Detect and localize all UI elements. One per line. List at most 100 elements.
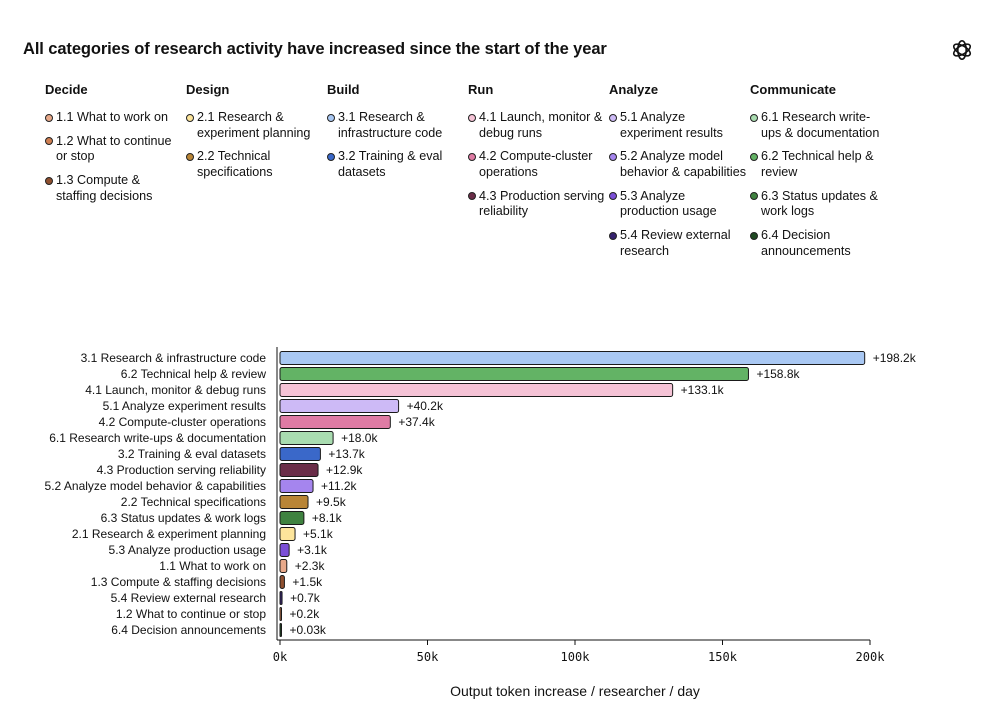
value-label: +11.2k <box>321 479 357 493</box>
legend-group-analyze: Analyze 5.1 Analyze experiment results 5.2… <box>609 82 747 268</box>
bar <box>279 463 319 477</box>
legend-group-title: Build <box>327 82 360 97</box>
legend-label: 5.1 Analyze experiment results <box>620 110 723 140</box>
value-label: +0.03k <box>290 623 327 637</box>
legend-group-title: Design <box>186 82 230 97</box>
legend-label: 6.2 Technical help & review <box>761 149 874 179</box>
legend-swatch <box>45 137 53 146</box>
legend-group-title: Decide <box>45 82 88 97</box>
legend-item: 4.2 Compute-cluster operations <box>468 149 606 180</box>
value-label: +8.1k <box>312 511 343 525</box>
legend-swatch <box>468 113 476 122</box>
legend-swatch <box>186 152 194 161</box>
bar <box>279 543 290 557</box>
legend-label: 4.3 Production serving reliability <box>479 188 605 219</box>
category-label: 1.3 Compute & staffing decisions <box>91 575 266 589</box>
legend-item: 1.1 What to work on <box>45 110 183 126</box>
value-label: +2.3k <box>295 559 326 573</box>
bar <box>279 559 288 573</box>
legend-label: 1.2 What to continue or stop <box>56 133 172 164</box>
category-label: 6.3 Status updates & work logs <box>101 511 266 525</box>
legend-swatch <box>45 176 53 185</box>
chart-title: All categories of research activity have… <box>23 40 607 58</box>
value-label: +3.1k <box>297 543 328 557</box>
legend-label: 6.1 Research write-ups & documentation <box>761 110 880 140</box>
legend-label: 6.4 Decision announcements <box>761 228 851 258</box>
legend-swatch <box>609 231 617 240</box>
legend-label: 5.3 Analyze production usage <box>620 188 717 219</box>
legend-group-run: Run 4.1 Launch, monitor & debug runs 4.2 C… <box>468 82 606 228</box>
legend-item: 2.2 Technical specifications <box>186 149 324 180</box>
category-label: 5.3 Analyze production usage <box>109 543 267 557</box>
bar-chart: 3.1 Research & infrastructure code +198.2… <box>45 347 917 699</box>
legend-group-title: Analyze <box>609 82 659 97</box>
legend-swatch <box>45 113 53 122</box>
category-label: 5.1 Analyze experiment results <box>103 399 266 413</box>
bar <box>279 415 391 429</box>
legend-label: 4.2 Compute-cluster operations <box>479 149 593 179</box>
category-label: 1.2 What to continue or stop <box>116 607 266 621</box>
legend-item: 6.3 Status updates & work logs <box>750 189 888 220</box>
legend-swatch <box>750 152 758 161</box>
legend-swatch <box>609 192 617 201</box>
bar <box>279 447 321 461</box>
legend-item: 3.2 Training & eval datasets <box>327 149 465 180</box>
legend-item: 5.1 Analyze experiment results <box>609 110 747 141</box>
bar <box>279 575 285 589</box>
bar <box>279 351 866 365</box>
legend-label: 6.3 Status updates & work logs <box>761 188 878 219</box>
category-label: 2.1 Research & experiment planning <box>72 527 266 541</box>
legend-item: 1.2 What to continue or stop <box>45 134 183 165</box>
legend-group-build: Build 3.1 Research & infrastructure code 3… <box>327 82 465 189</box>
value-label: +9.5k <box>316 495 347 509</box>
legend-group-design: Design 2.1 Research & experiment planning… <box>186 82 324 189</box>
legend-group-decide: Decide 1.1 What to work on 1.2 What to con… <box>45 82 183 213</box>
value-label: +37.4k <box>398 415 435 429</box>
legend-item: 5.3 Analyze production usage <box>609 189 747 220</box>
legend-swatch <box>327 152 335 161</box>
legend-item: 6.2 Technical help & review <box>750 149 888 180</box>
legend-item: 3.1 Research & infrastructure code <box>327 110 465 141</box>
openai-logo-icon <box>952 40 972 60</box>
legend-item: 6.1 Research write-ups & documentation <box>750 110 888 141</box>
value-label: +0.2k <box>290 607 321 621</box>
category-label: 4.3 Production serving reliability <box>97 463 266 477</box>
legend-swatch <box>609 113 617 122</box>
legend-swatch <box>750 231 758 240</box>
bar <box>279 399 400 413</box>
legend-group-communicate: Communicate 6.1 Research write-ups & docu… <box>750 82 888 268</box>
legend-label: 2.1 Research & experiment planning <box>197 110 311 140</box>
bar <box>279 527 296 541</box>
bar <box>279 495 309 509</box>
x-tick-label: 0k <box>273 650 288 664</box>
category-label: 4.2 Compute-cluster operations <box>99 415 266 429</box>
value-label: +133.1k <box>681 383 725 397</box>
x-tick-label: 100k <box>561 650 591 664</box>
legend-swatch <box>186 113 194 122</box>
legend-swatch <box>468 152 476 161</box>
bar <box>279 383 674 397</box>
value-label: +5.1k <box>303 527 334 541</box>
legend-item: 2.1 Research & experiment planning <box>186 110 324 141</box>
category-label: 5.2 Analyze model behavior & capabilitie… <box>45 479 266 493</box>
legend-label: 4.1 Launch, monitor & debug runs <box>479 110 603 140</box>
legend-item: 6.4 Decision announcements <box>750 228 888 259</box>
legend-item: 1.3 Compute & staffing decisions <box>45 173 183 204</box>
category-label: 4.1 Launch, monitor & debug runs <box>85 383 266 397</box>
value-label: +13.7k <box>328 447 365 461</box>
value-label: +0.7k <box>290 591 321 605</box>
bar <box>279 591 283 605</box>
x-tick-label: 200k <box>856 650 886 664</box>
legend-group-title: Run <box>468 82 494 97</box>
bar <box>279 431 334 445</box>
x-axis-label: Output token increase / researcher / day <box>450 683 700 699</box>
x-tick-label: 150k <box>708 650 738 664</box>
legend-swatch <box>609 152 617 161</box>
legend-item: 4.1 Launch, monitor & debug runs <box>468 110 606 141</box>
x-tick-label: 50k <box>417 650 439 664</box>
category-label: 1.1 What to work on <box>159 559 266 573</box>
category-label: 3.1 Research & infrastructure code <box>81 351 267 365</box>
legend-label: 2.2 Technical specifications <box>197 149 273 179</box>
category-label: 6.4 Decision announcements <box>111 623 266 637</box>
bar <box>279 623 282 637</box>
